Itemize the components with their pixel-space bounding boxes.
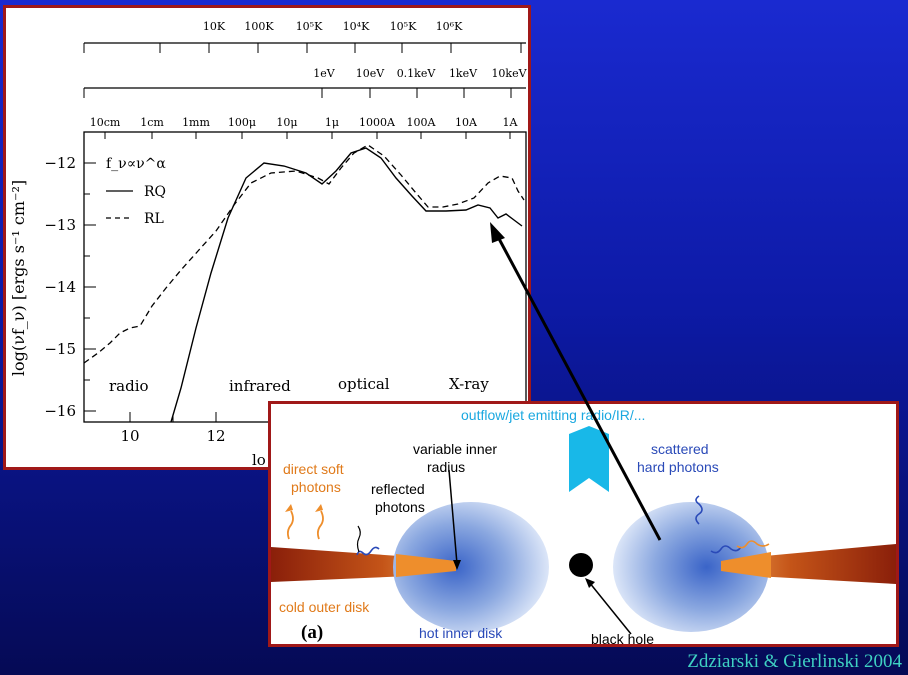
temp-label-0: 10K [203, 20, 226, 33]
wl-label-1: 1cm [140, 116, 164, 129]
black-hole-icon [569, 553, 593, 577]
energy-label-0: 1eV [313, 67, 336, 80]
black-hole-pointer [588, 581, 632, 635]
temp-label-1: 100K [244, 20, 274, 33]
radius-pointer [448, 469, 458, 565]
x-axis-label: lo [252, 451, 266, 467]
band-optical: optical [338, 375, 390, 393]
direct-soft-line-1: direct soft [283, 461, 344, 477]
y-tick-3: −15 [44, 340, 76, 358]
variable-radius-line-2: radius [427, 459, 465, 475]
wl-label-3: 100μ [228, 116, 256, 129]
legend-title: f_ν∝ν^α [106, 156, 166, 172]
wl-label-2: 1mm [182, 116, 210, 129]
cold-disk-inner-right [721, 552, 771, 578]
variable-radius-label: variable inner radius [413, 441, 501, 475]
temp-label-4: 10⁵K [390, 20, 417, 33]
temp-label-5: 10⁶K [436, 20, 463, 33]
sed-plot: 10K 100K 10⁵K 10⁴K 10⁵K 10⁶K 1eV 10eV 0.… [9, 20, 528, 467]
scattered-label: scattered hard photons [637, 441, 719, 475]
wl-label-8: 10A [455, 116, 478, 129]
energy-label-1: 10eV [356, 67, 386, 80]
accretion-diagram-panel: outflow/jet emitting radio/IR/... variab… [268, 401, 899, 647]
wl-label-5: 1μ [325, 116, 339, 129]
wl-label-6: 1000A [359, 116, 396, 129]
cold-disk-inner-left [396, 554, 456, 577]
reflected-line-1: reflected [371, 481, 425, 497]
y-tick-0: −12 [44, 154, 76, 172]
panel-label: (a) [301, 622, 323, 643]
legend-item-rl: RL [144, 211, 164, 227]
rq-curve [170, 147, 523, 423]
black-hole-label: black hole [591, 631, 654, 644]
x-tick-0: 10 [120, 427, 139, 445]
outflow-label: outflow/jet emitting radio/IR/... [461, 407, 645, 423]
scattered-photon-2 [736, 540, 770, 549]
direct-soft-label: direct soft photons [283, 461, 348, 495]
scattered-photon-3 [695, 495, 703, 525]
reflected-photon [356, 546, 380, 556]
scattered-line-1: scattered [651, 441, 709, 457]
wl-label-0: 10cm [90, 116, 121, 129]
jet-arrow [569, 426, 609, 492]
band-radio: radio [109, 377, 149, 395]
soft-photon-1 [286, 510, 294, 540]
scattered-line-2: hard photons [637, 459, 719, 475]
direct-soft-line-2: photons [291, 479, 341, 495]
sed-plot-panel: 10K 100K 10⁵K 10⁴K 10⁵K 10⁶K 1eV 10eV 0.… [3, 5, 531, 470]
soft-photon-2 [316, 510, 324, 540]
reflected-label: reflected photons [371, 481, 429, 515]
energy-label-4: 10keV [491, 67, 527, 80]
reflected-line-2: photons [375, 499, 425, 515]
band-xray: X-ray [449, 375, 489, 393]
rl-curve [83, 144, 525, 364]
energy-label-3: 1keV [449, 67, 478, 80]
energy-label-2: 0.1keV [397, 67, 437, 80]
y-axis-label: log(νf_ν) [ergs s⁻¹ cm⁻²] [9, 180, 28, 376]
hot-disk-label: hot inner disk [419, 625, 503, 641]
variable-radius-line-1: variable inner [413, 441, 497, 457]
legend-item-rq: RQ [144, 184, 166, 200]
y-tick-4: −16 [44, 402, 76, 420]
accretion-diagram: outflow/jet emitting radio/IR/... variab… [271, 407, 896, 644]
wl-label-7: 100A [407, 116, 437, 129]
citation: Zdziarski & Gierlinski 2004 [687, 651, 902, 672]
y-tick-2: −14 [44, 278, 76, 296]
temp-label-3: 10⁴K [343, 20, 370, 33]
wl-label-4: 10μ [276, 116, 297, 129]
y-tick-1: −13 [44, 216, 76, 234]
temp-label-2: 10⁵K [296, 20, 323, 33]
cold-disk-label: cold outer disk [279, 599, 370, 615]
x-tick-1: 12 [206, 427, 225, 445]
band-infrared: infrared [229, 377, 291, 395]
wl-label-9: 1A [503, 116, 519, 129]
scattered-photon-1 [710, 545, 742, 554]
